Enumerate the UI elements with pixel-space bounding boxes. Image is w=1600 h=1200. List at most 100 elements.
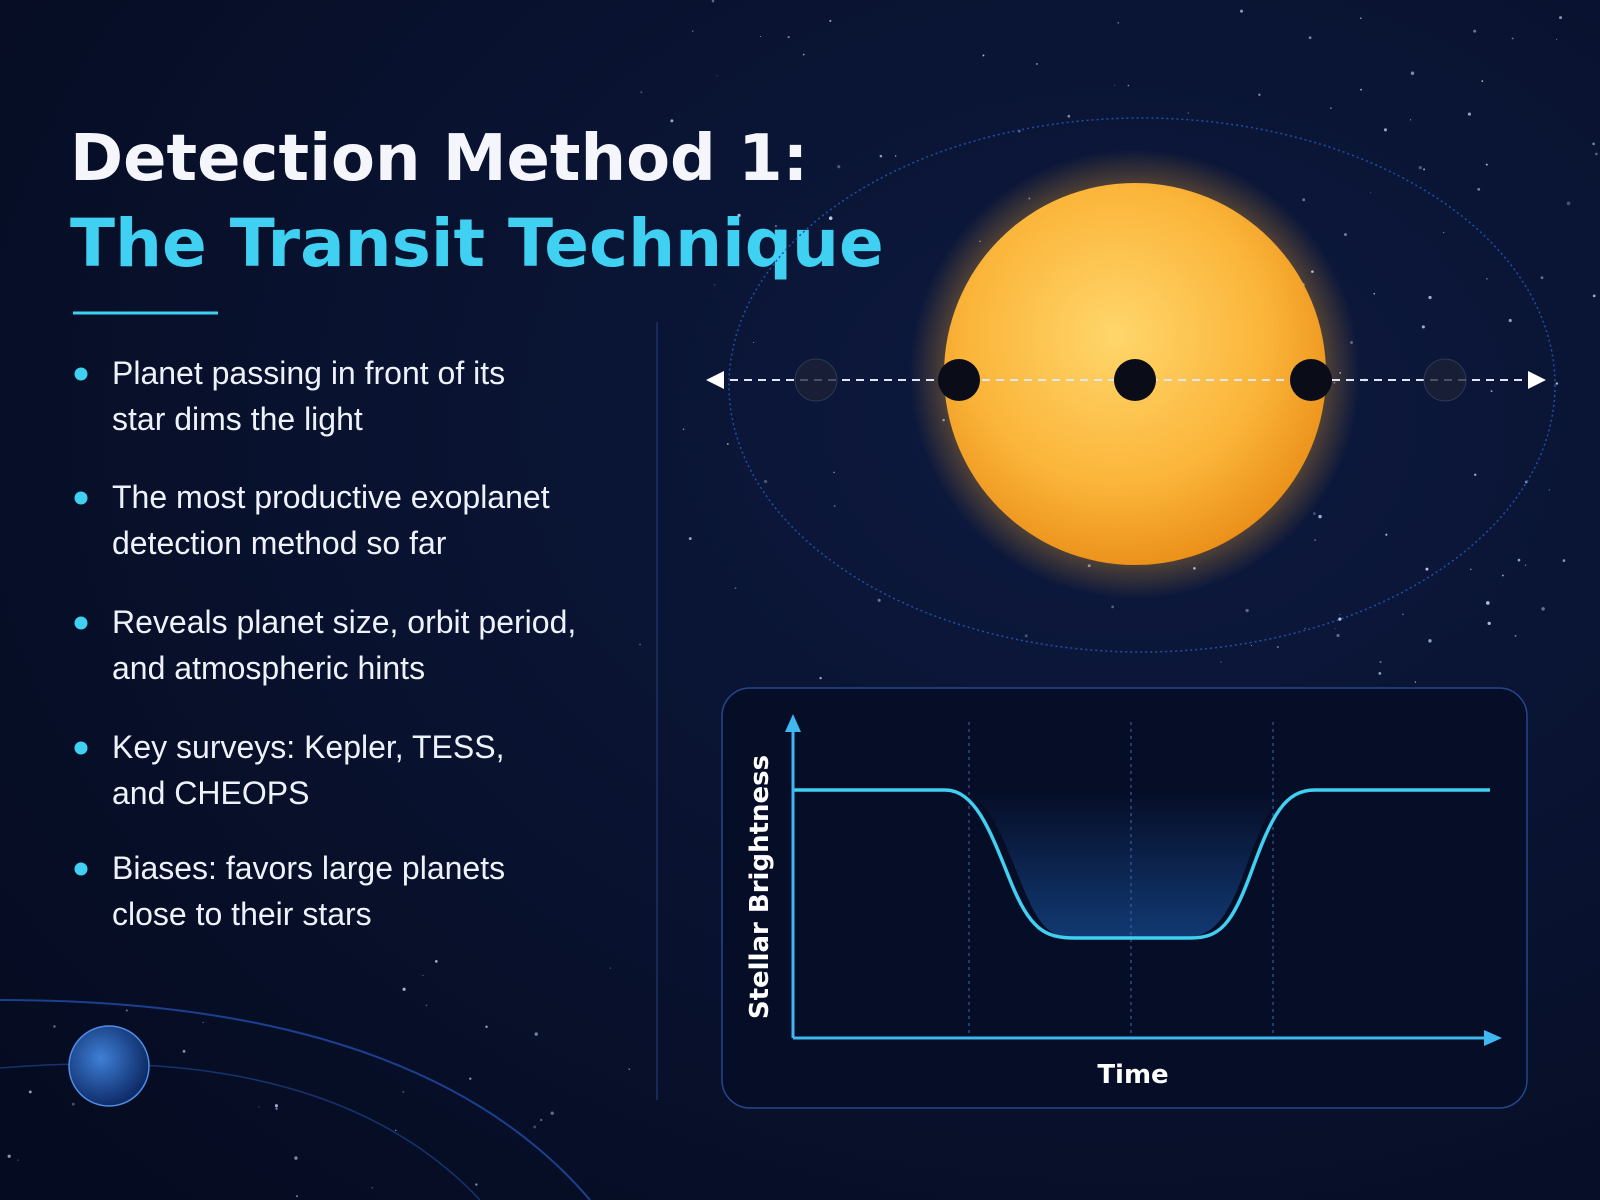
star-dot bbox=[1559, 16, 1563, 20]
orbit-arc bbox=[0, 999, 591, 1200]
star-dot bbox=[540, 1118, 543, 1122]
star-dot bbox=[1334, 628, 1336, 630]
star-dot bbox=[1425, 567, 1429, 571]
star-dot bbox=[1114, 84, 1116, 86]
star-dot bbox=[469, 1077, 472, 1080]
star-dot bbox=[1517, 558, 1521, 562]
star-dot bbox=[734, 587, 737, 590]
star-dot bbox=[716, 75, 718, 77]
star-dot bbox=[894, 155, 897, 157]
star-dot bbox=[1318, 514, 1322, 519]
star-dot bbox=[1339, 613, 1341, 616]
star-dot bbox=[1423, 168, 1426, 171]
star-dot bbox=[755, 140, 758, 144]
star-dot bbox=[1485, 163, 1488, 166]
star-dot bbox=[1402, 613, 1404, 615]
star-dot bbox=[1313, 512, 1316, 515]
star-dot bbox=[737, 213, 741, 218]
star-dot bbox=[125, 1009, 128, 1012]
bullet-dot bbox=[74, 741, 88, 755]
star-dot bbox=[294, 1156, 298, 1160]
planet-ghost bbox=[1423, 358, 1467, 402]
bullet-text: Biases: favors large planets bbox=[112, 850, 505, 886]
star-dot bbox=[680, 161, 682, 164]
star-dot bbox=[753, 341, 755, 343]
star-dot bbox=[609, 967, 612, 969]
star-dot bbox=[1117, 22, 1119, 24]
orbit-ellipse bbox=[728, 117, 1556, 653]
star-dot bbox=[28, 1090, 32, 1094]
star-dot bbox=[763, 479, 768, 484]
star-dot bbox=[275, 1107, 278, 1110]
star-dot bbox=[1344, 233, 1347, 236]
star-dot bbox=[1442, 231, 1445, 234]
arrow-head bbox=[1484, 1030, 1502, 1046]
star-dot bbox=[1370, 192, 1372, 194]
star-dot bbox=[1540, 276, 1544, 280]
star-dot bbox=[1024, 634, 1028, 638]
bullet-text: The most productive exoplanet bbox=[112, 479, 550, 515]
star-dot bbox=[774, 225, 778, 228]
star-dot bbox=[1338, 617, 1342, 621]
arrow-head bbox=[1528, 371, 1546, 389]
star-dot bbox=[682, 428, 685, 431]
star-dot bbox=[402, 1090, 405, 1093]
star-dot bbox=[1474, 473, 1477, 476]
star-dot bbox=[258, 1106, 260, 1108]
star-dot bbox=[1428, 639, 1432, 643]
star-dot bbox=[819, 676, 822, 680]
star-dot bbox=[1486, 601, 1490, 605]
star-dot bbox=[833, 471, 835, 474]
star-dot bbox=[692, 30, 694, 32]
star-dot bbox=[395, 1129, 397, 1132]
star-dot bbox=[1360, 88, 1363, 91]
bullet-text: and CHEOPS bbox=[112, 775, 309, 811]
star-dot bbox=[1067, 114, 1071, 118]
star-dot bbox=[550, 1111, 554, 1115]
star-dot bbox=[1410, 119, 1412, 121]
star-dot bbox=[1378, 671, 1382, 675]
star-dot bbox=[534, 1032, 538, 1036]
star-dot bbox=[1592, 142, 1595, 146]
star-dot bbox=[833, 505, 836, 507]
star-dot bbox=[711, 0, 715, 3]
star-dot bbox=[1308, 36, 1312, 40]
star-dot bbox=[688, 537, 692, 541]
star-dot bbox=[837, 165, 841, 169]
star-dot bbox=[1250, 644, 1252, 647]
star-dot bbox=[1562, 559, 1566, 563]
star-dot bbox=[1501, 574, 1504, 577]
star-dot bbox=[422, 974, 424, 977]
star-dot bbox=[17, 1159, 19, 1161]
planet bbox=[1114, 359, 1156, 401]
star-dot bbox=[202, 1021, 204, 1024]
star-dot bbox=[1595, 152, 1598, 156]
bullet-text: Planet passing in front of its bbox=[112, 355, 505, 391]
star-dot bbox=[1111, 605, 1115, 609]
title-line2: The Transit Technique bbox=[70, 205, 884, 282]
star-dot bbox=[1508, 318, 1512, 323]
star-dot bbox=[1481, 80, 1484, 83]
star-dot bbox=[425, 1004, 428, 1007]
arrow-head bbox=[706, 371, 724, 389]
star-dot bbox=[53, 1025, 56, 1028]
star-dot bbox=[1490, 390, 1493, 393]
star-dot bbox=[1373, 292, 1376, 295]
star-dot bbox=[485, 1025, 488, 1029]
star-dot bbox=[802, 53, 805, 56]
star-dot bbox=[1302, 198, 1306, 202]
star-dot bbox=[1036, 63, 1038, 65]
star-dot bbox=[759, 36, 761, 38]
star-dot bbox=[628, 1068, 631, 1070]
star-dot bbox=[295, 1195, 299, 1198]
star-dot bbox=[1414, 681, 1417, 683]
star-dot bbox=[1477, 188, 1481, 191]
star-dot bbox=[533, 1125, 537, 1129]
star-dot bbox=[71, 1102, 75, 1106]
star-dot bbox=[713, 284, 716, 286]
star-dot bbox=[879, 154, 883, 158]
star-dot bbox=[1555, 382, 1559, 385]
star-dot bbox=[1239, 9, 1244, 13]
star-dot bbox=[1511, 37, 1514, 40]
star-dot bbox=[877, 598, 881, 602]
